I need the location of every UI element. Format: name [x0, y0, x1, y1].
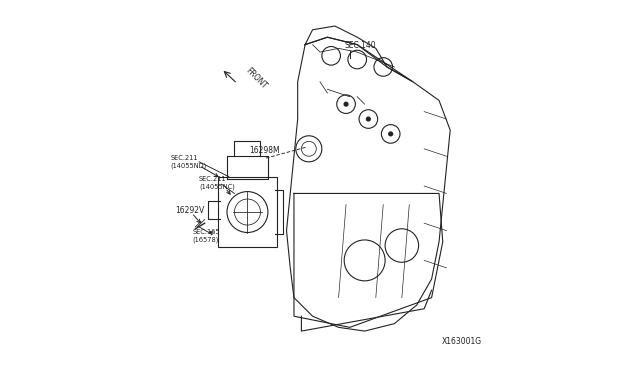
Circle shape	[344, 102, 348, 106]
Text: 16298M: 16298M	[250, 147, 280, 155]
Text: 16292V: 16292V	[175, 206, 205, 215]
Text: X163001G: X163001G	[442, 337, 482, 346]
Text: SEC.211
(14055ND): SEC.211 (14055ND)	[170, 155, 207, 169]
Circle shape	[367, 117, 370, 121]
Circle shape	[389, 132, 392, 136]
Text: SEC.140: SEC.140	[344, 41, 376, 50]
Text: SEC.165
(16578): SEC.165 (16578)	[193, 230, 220, 243]
Text: FRONT: FRONT	[244, 67, 269, 91]
Text: SEC.211
(14055NC): SEC.211 (14055NC)	[199, 176, 235, 190]
